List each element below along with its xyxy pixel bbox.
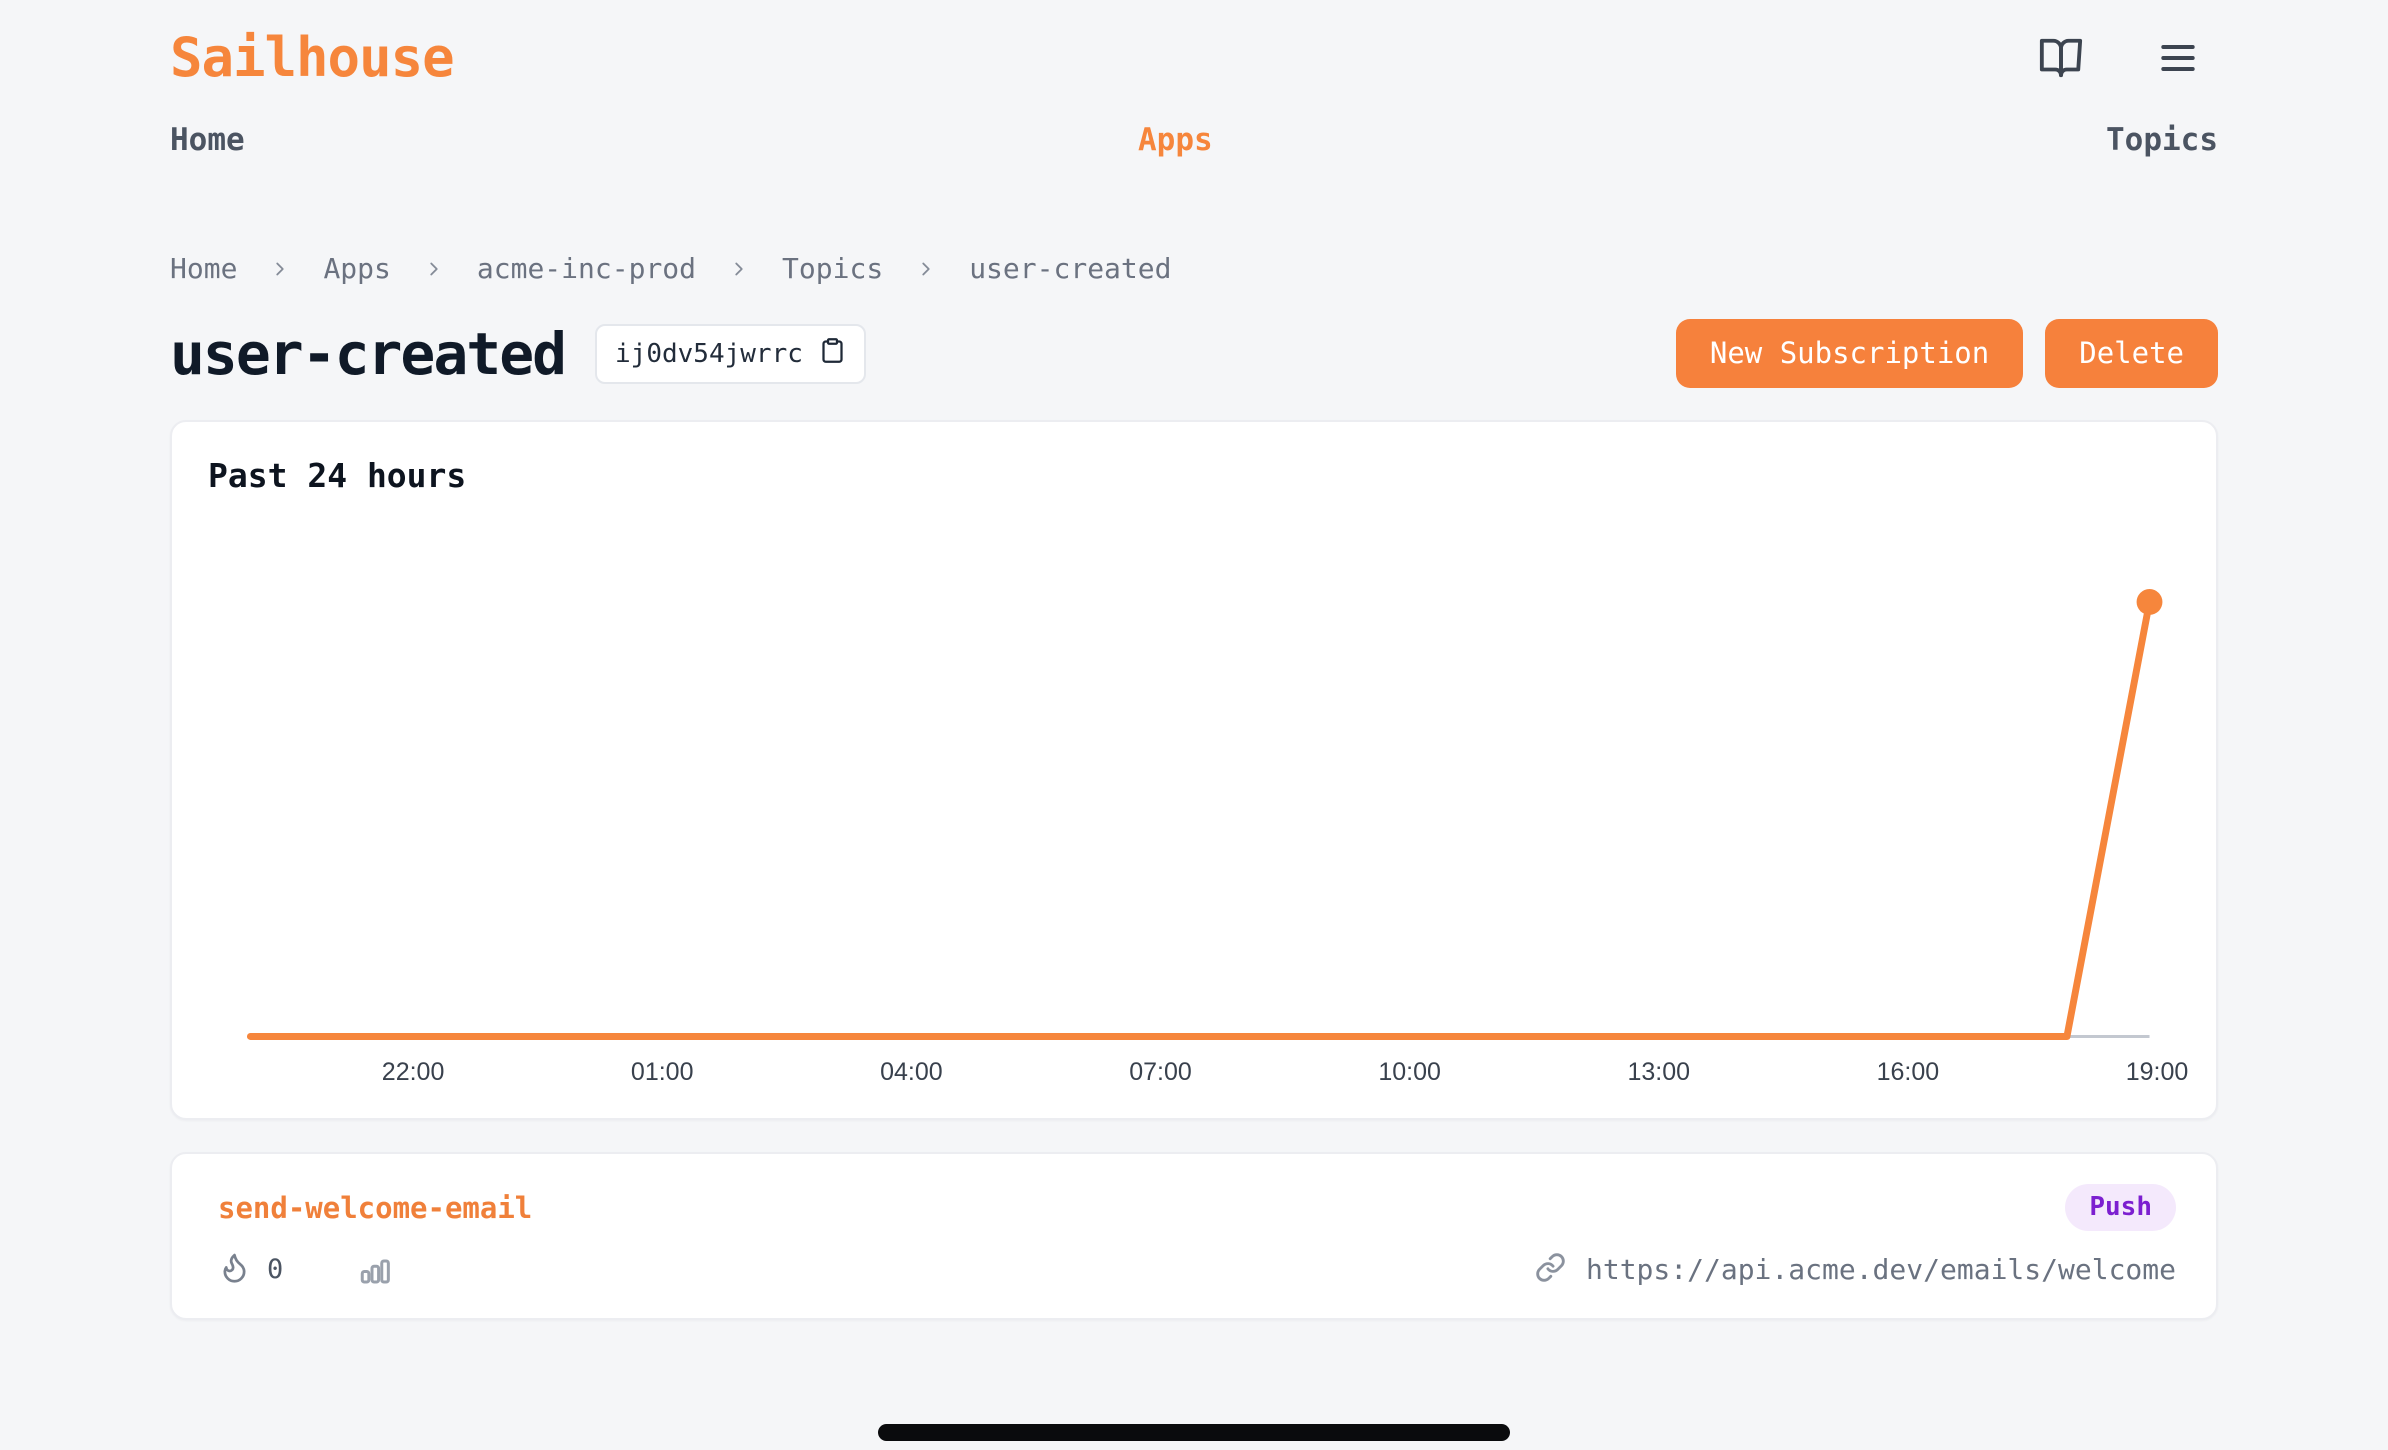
subscription-stats: 0	[218, 1251, 393, 1288]
app-header: Sailhouse	[170, 0, 2218, 90]
x-axis-tick: 01:00	[630, 1058, 694, 1086]
chevron-right-icon	[915, 258, 937, 280]
x-axis-tick: 04:00	[880, 1058, 943, 1086]
chevron-right-icon	[423, 258, 445, 280]
menu-icon[interactable]	[2156, 36, 2200, 80]
nav-item-home[interactable]: Home	[170, 122, 245, 158]
page-title: user-created	[170, 319, 567, 388]
subscription-endpoint: https://api.acme.dev/emails/welcome	[1535, 1252, 2176, 1287]
topic-id-badge[interactable]: ij0dv54jwrrc	[595, 323, 866, 384]
topic-id-value: ij0dv54jwrrc	[615, 338, 803, 369]
x-axis-tick: 19:00	[2125, 1058, 2189, 1086]
x-axis-tick: 13:00	[1627, 1058, 1691, 1086]
x-axis-tick: 07:00	[1129, 1058, 1192, 1086]
breadcrumb-home[interactable]: Home	[170, 252, 238, 285]
link-icon	[1535, 1252, 1566, 1287]
breadcrumb-current-topic: user-created	[969, 252, 1172, 285]
delete-button[interactable]: Delete	[2045, 319, 2218, 388]
breadcrumb-app-name[interactable]: acme-inc-prod	[476, 252, 697, 285]
book-open-icon[interactable]	[2038, 35, 2084, 81]
bar-chart-icon[interactable]	[357, 1252, 393, 1288]
subscription-name-link[interactable]: send-welcome-email	[218, 1190, 533, 1225]
nav-item-apps[interactable]: Apps	[1138, 122, 1213, 158]
breadcrumb-apps[interactable]: Apps	[323, 252, 391, 285]
endpoint-url: https://api.acme.dev/emails/welcome	[1585, 1253, 2176, 1287]
subscription-type-badge: Push	[2065, 1184, 2176, 1232]
chevron-right-icon	[269, 258, 291, 280]
x-axis-tick: 16:00	[1876, 1058, 1940, 1086]
new-subscription-button[interactable]: New Subscription	[1675, 319, 2024, 388]
clipboard-copy-icon[interactable]	[819, 336, 846, 372]
page-title-row: user-created ij0dv54jwrrc New Subscripti…	[170, 319, 2218, 388]
breadcrumb-topics[interactable]: Topics	[782, 252, 884, 285]
nav-item-topics[interactable]: Topics	[2106, 122, 2218, 158]
brand-logo[interactable]: Sailhouse	[170, 26, 455, 89]
traffic-chart-card: Past 24 hours 22:00 01:00 04:00 07:00 10…	[170, 420, 2218, 1120]
flame-icon	[218, 1251, 251, 1288]
home-indicator-bar[interactable]	[878, 1424, 1510, 1441]
primary-nav: Home Apps Topics	[170, 122, 2218, 158]
chart-title: Past 24 hours	[208, 456, 467, 495]
x-axis-tick: 10:00	[1378, 1058, 1441, 1086]
breadcrumb: Home Apps acme-inc-prod Topics user-crea…	[170, 252, 2218, 285]
subscription-card[interactable]: send-welcome-email Push 0	[170, 1152, 2218, 1321]
page: Sailhouse Home Apps Topics Home Apps ac	[170, 0, 2218, 1321]
line-chart	[246, 589, 2163, 1040]
x-axis-tick: 22:00	[381, 1058, 445, 1086]
error-count: 0	[267, 1254, 284, 1286]
page-actions: New Subscription Delete	[1675, 319, 2218, 388]
header-icons	[2038, 35, 2218, 81]
chevron-right-icon	[728, 258, 750, 280]
